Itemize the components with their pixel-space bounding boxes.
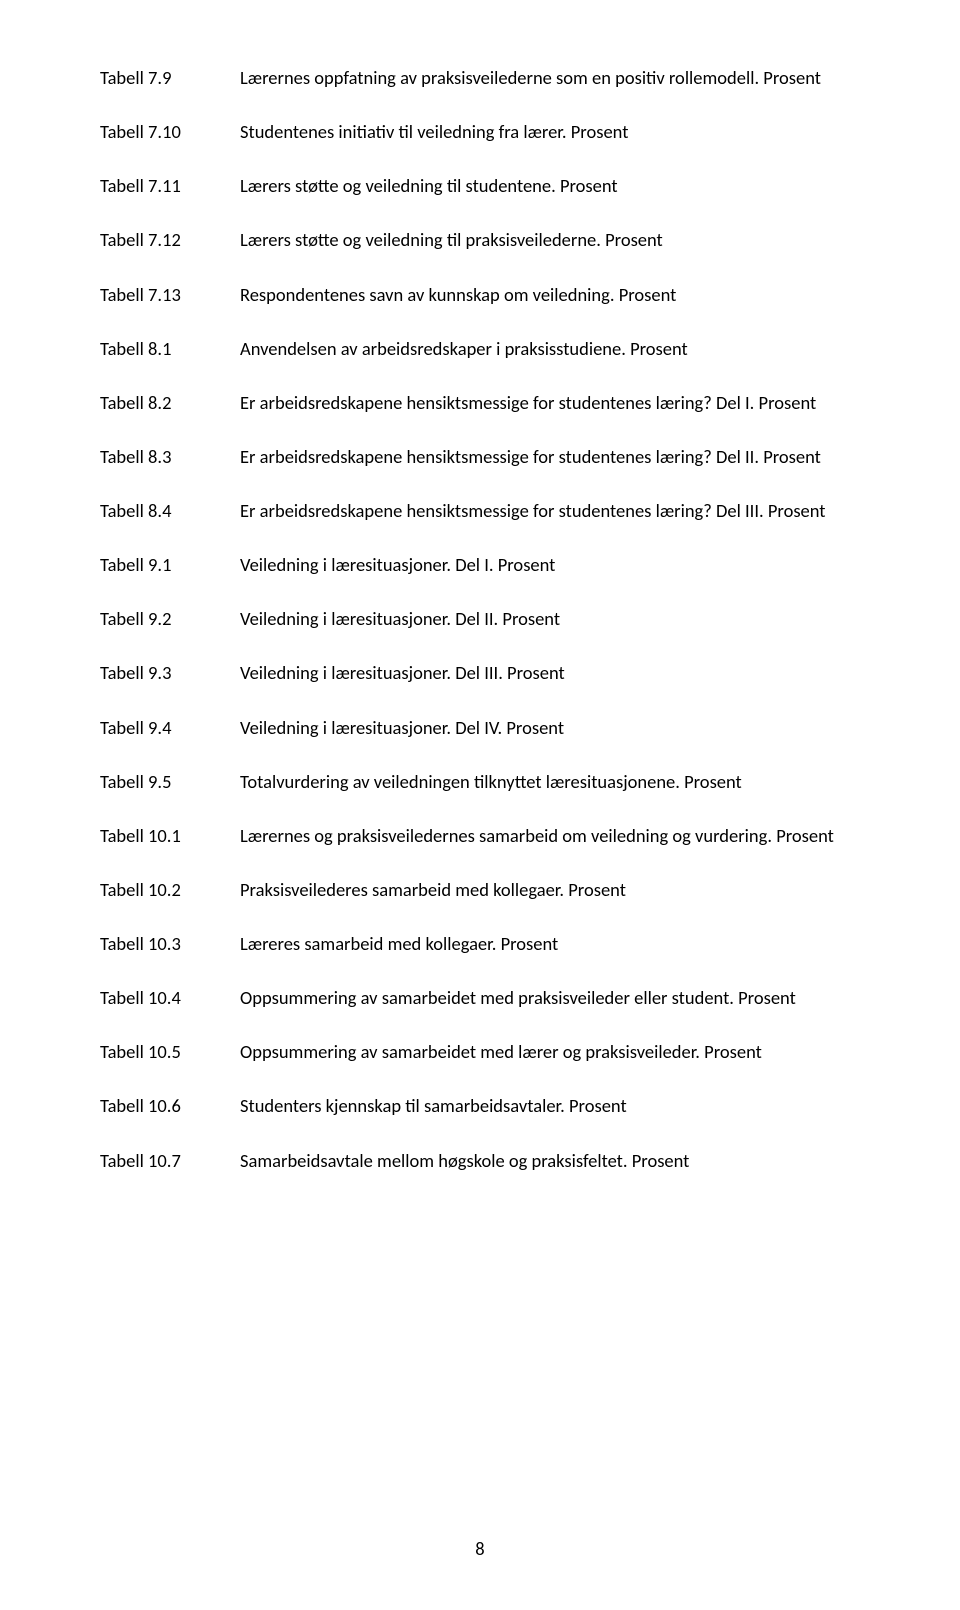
table-label: Tabell 9.3 bbox=[100, 661, 240, 684]
table-label: Tabell 10.6 bbox=[100, 1094, 240, 1117]
table-description: Studenters kjennskap til samarbeidsavtal… bbox=[240, 1094, 860, 1117]
table-label: Tabell 8.3 bbox=[100, 445, 240, 468]
table-row: Tabell 7.10Studentenes initiativ til vei… bbox=[100, 120, 860, 143]
table-label: Tabell 7.11 bbox=[100, 174, 240, 197]
table-label: Tabell 7.12 bbox=[100, 228, 240, 251]
table-description: Er arbeidsredskapene hensiktsmessige for… bbox=[240, 391, 860, 414]
table-description: Er arbeidsredskapene hensiktsmessige for… bbox=[240, 445, 860, 468]
table-label: Tabell 9.1 bbox=[100, 553, 240, 576]
table-label: Tabell 8.1 bbox=[100, 337, 240, 360]
table-label: Tabell 10.1 bbox=[100, 824, 240, 847]
table-description: Praksisveilederes samarbeid med kollegae… bbox=[240, 878, 860, 901]
table-row: Tabell 10.7Samarbeidsavtale mellom høgsk… bbox=[100, 1149, 860, 1172]
table-row: Tabell 9.1Veiledning i læresituasjoner. … bbox=[100, 553, 860, 576]
table-row: Tabell 10.2Praksisveilederes samarbeid m… bbox=[100, 878, 860, 901]
table-label: Tabell 8.2 bbox=[100, 391, 240, 414]
table-label: Tabell 10.5 bbox=[100, 1040, 240, 1063]
table-description: Anvendelsen av arbeidsredskaper i praksi… bbox=[240, 337, 860, 360]
table-row: Tabell 8.2Er arbeidsredskapene hensiktsm… bbox=[100, 391, 860, 414]
table-label: Tabell 8.4 bbox=[100, 499, 240, 522]
table-description: Lærers støtte og veiledning til praksisv… bbox=[240, 228, 860, 251]
table-label: Tabell 10.3 bbox=[100, 932, 240, 955]
table-row: Tabell 9.4Veiledning i læresituasjoner. … bbox=[100, 716, 860, 739]
table-label: Tabell 7.13 bbox=[100, 283, 240, 306]
table-description: Veiledning i læresituasjoner. Del I. Pro… bbox=[240, 553, 860, 576]
table-description: Studentenes initiativ til veiledning fra… bbox=[240, 120, 860, 143]
table-description: Læreres samarbeid med kollegaer. Prosent bbox=[240, 932, 860, 955]
table-label: Tabell 10.7 bbox=[100, 1149, 240, 1172]
table-description: Oppsummering av samarbeidet med lærer og… bbox=[240, 1040, 860, 1063]
table-row: Tabell 10.1Lærernes og praksisveilederne… bbox=[100, 824, 860, 847]
table-row: Tabell 8.1Anvendelsen av arbeidsredskape… bbox=[100, 337, 860, 360]
table-description: Veiledning i læresituasjoner. Del III. P… bbox=[240, 661, 860, 684]
table-row: Tabell 7.12Lærers støtte og veiledning t… bbox=[100, 228, 860, 251]
table-label: Tabell 9.5 bbox=[100, 770, 240, 793]
table-label: Tabell 7.9 bbox=[100, 66, 240, 89]
table-row: Tabell 8.4Er arbeidsredskapene hensiktsm… bbox=[100, 499, 860, 522]
table-row: Tabell 10.4Oppsummering av samarbeidet m… bbox=[100, 986, 860, 1009]
table-row: Tabell 9.3Veiledning i læresituasjoner. … bbox=[100, 661, 860, 684]
table-description: Lærernes og praksisveiledernes samarbeid… bbox=[240, 824, 860, 847]
table-description: Samarbeidsavtale mellom høgskole og prak… bbox=[240, 1149, 860, 1172]
table-row: Tabell 7.9Lærernes oppfatning av praksis… bbox=[100, 66, 860, 89]
table-label: Tabell 9.2 bbox=[100, 607, 240, 630]
table-description: Oppsummering av samarbeidet med praksisv… bbox=[240, 986, 860, 1009]
table-description: Lærernes oppfatning av praksisveilederne… bbox=[240, 66, 860, 89]
table-description: Veiledning i læresituasjoner. Del II. Pr… bbox=[240, 607, 860, 630]
table-row: Tabell 10.6Studenters kjennskap til sama… bbox=[100, 1094, 860, 1117]
table-description: Respondentenes savn av kunnskap om veile… bbox=[240, 283, 860, 306]
table-row: Tabell 9.5Totalvurdering av veiledningen… bbox=[100, 770, 860, 793]
table-row: Tabell 9.2Veiledning i læresituasjoner. … bbox=[100, 607, 860, 630]
table-row: Tabell 10.5Oppsummering av samarbeidet m… bbox=[100, 1040, 860, 1063]
table-row: Tabell 10.3Læreres samarbeid med kollega… bbox=[100, 932, 860, 955]
table-row: Tabell 7.13Respondentenes savn av kunnsk… bbox=[100, 283, 860, 306]
table-label: Tabell 7.10 bbox=[100, 120, 240, 143]
table-list: Tabell 7.9Lærernes oppfatning av praksis… bbox=[100, 66, 860, 1172]
table-label: Tabell 10.4 bbox=[100, 986, 240, 1009]
table-description: Veiledning i læresituasjoner. Del IV. Pr… bbox=[240, 716, 860, 739]
table-description: Totalvurdering av veiledningen tilknytte… bbox=[240, 770, 860, 793]
table-row: Tabell 7.11Lærers støtte og veiledning t… bbox=[100, 174, 860, 197]
table-label: Tabell 10.2 bbox=[100, 878, 240, 901]
table-label: Tabell 9.4 bbox=[100, 716, 240, 739]
table-description: Er arbeidsredskapene hensiktsmessige for… bbox=[240, 499, 860, 522]
page-number: 8 bbox=[0, 1537, 960, 1560]
table-description: Lærers støtte og veiledning til studente… bbox=[240, 174, 860, 197]
table-row: Tabell 8.3Er arbeidsredskapene hensiktsm… bbox=[100, 445, 860, 468]
document-page: Tabell 7.9Lærernes oppfatning av praksis… bbox=[0, 0, 960, 1610]
